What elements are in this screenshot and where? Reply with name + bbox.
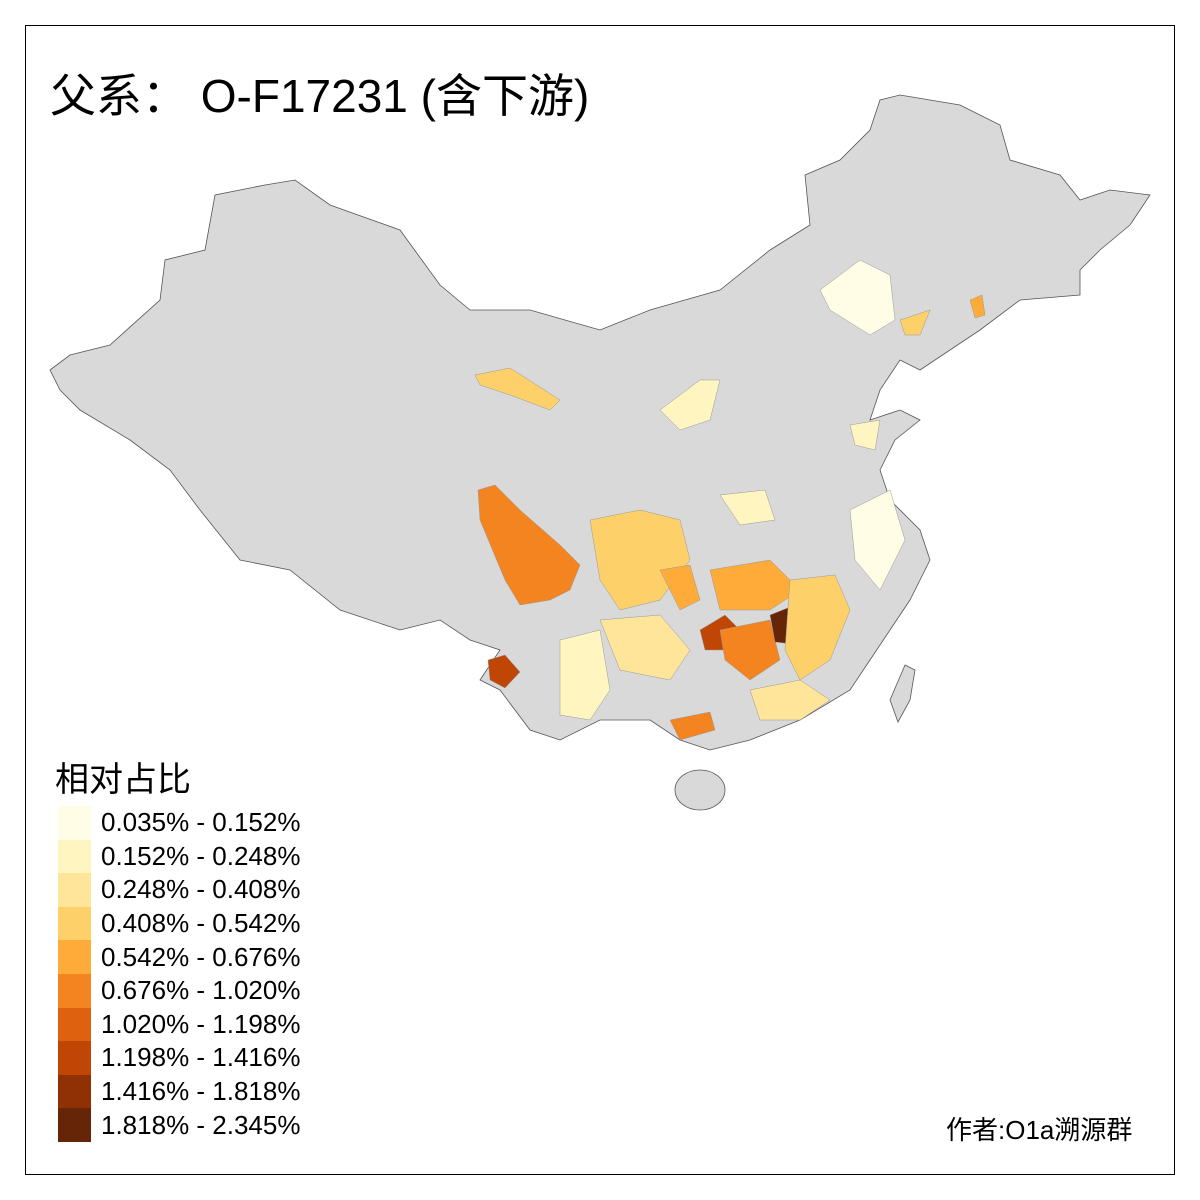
legend-item: 0.408% - 0.542% bbox=[58, 906, 301, 941]
region-chongqing bbox=[659, 564, 701, 611]
region-guangdong bbox=[749, 679, 831, 721]
legend-item: 0.676% - 1.020% bbox=[58, 973, 301, 1008]
legend-item: 0.152% - 0.248% bbox=[58, 839, 301, 874]
legend-label: 1.198% - 1.416% bbox=[101, 1042, 301, 1073]
author-credit: 作者:O1a溯源群 bbox=[946, 1115, 1133, 1145]
legend-label: 0.152% - 0.248% bbox=[101, 840, 301, 871]
legend-label: 1.416% - 1.818% bbox=[101, 1076, 301, 1107]
legend-swatch bbox=[58, 906, 91, 941]
region-henan bbox=[719, 489, 776, 526]
region-yunnan bbox=[559, 629, 611, 721]
legend-label: 0.676% - 1.020% bbox=[101, 975, 301, 1006]
region-yunnan-west bbox=[487, 654, 521, 689]
legend-label: 0.248% - 0.408% bbox=[101, 874, 301, 905]
legend-item: 1.818% - 2.345% bbox=[58, 1108, 300, 1142]
legend-label: 1.020% - 1.198% bbox=[101, 1008, 301, 1039]
region-liaoning bbox=[899, 309, 931, 336]
legend-label: 1.818% - 2.345% bbox=[101, 1109, 301, 1140]
legend-swatch bbox=[58, 839, 91, 874]
legend-swatch bbox=[58, 1074, 91, 1109]
legend-swatch bbox=[58, 1041, 91, 1075]
legend-title: 相对占比 bbox=[55, 761, 191, 799]
legend-swatch bbox=[58, 873, 91, 907]
taiwan-island bbox=[889, 664, 916, 723]
region-shaanxi bbox=[659, 379, 721, 431]
legend-label: 0.542% - 0.676% bbox=[101, 941, 301, 972]
region-hubei bbox=[709, 559, 801, 611]
legend: 0.035% - 0.152% 0.152% - 0.248% 0.248% - 0… bbox=[58, 806, 300, 1142]
legend-label: 0.035% - 0.152% bbox=[101, 807, 301, 838]
map-title: 父系： O-F17231 (含下游) bbox=[50, 70, 590, 122]
region-fills bbox=[474, 259, 986, 741]
region-jiangxi bbox=[784, 574, 851, 681]
legend-item: 1.416% - 1.818% bbox=[58, 1074, 301, 1109]
hainan-island bbox=[674, 769, 726, 811]
legend-item: 0.035% - 0.152% bbox=[58, 806, 300, 840]
region-shandong bbox=[849, 419, 881, 451]
legend-swatch bbox=[58, 973, 91, 1008]
map-frame bbox=[25, 25, 1175, 1175]
legend-swatch bbox=[58, 940, 91, 974]
legend-item: 0.542% - 0.676% bbox=[58, 940, 300, 974]
region-guizhou bbox=[599, 614, 691, 681]
legend-item: 0.248% - 0.408% bbox=[58, 873, 300, 907]
region-gansu bbox=[474, 367, 561, 411]
region-anhui bbox=[849, 489, 906, 591]
legend-item: 1.198% - 1.416% bbox=[58, 1041, 300, 1075]
region-jilin bbox=[969, 294, 986, 319]
legend-label: 0.408% - 0.542% bbox=[101, 908, 301, 939]
region-guangxi bbox=[669, 711, 716, 741]
region-inner-mongolia bbox=[819, 259, 896, 336]
legend-swatch bbox=[58, 806, 91, 840]
region-sichuan-west bbox=[477, 484, 581, 606]
legend-swatch bbox=[58, 1007, 91, 1042]
legend-swatch bbox=[58, 1108, 91, 1142]
legend-item: 1.020% - 1.198% bbox=[58, 1007, 301, 1042]
region-hunan bbox=[719, 619, 781, 681]
